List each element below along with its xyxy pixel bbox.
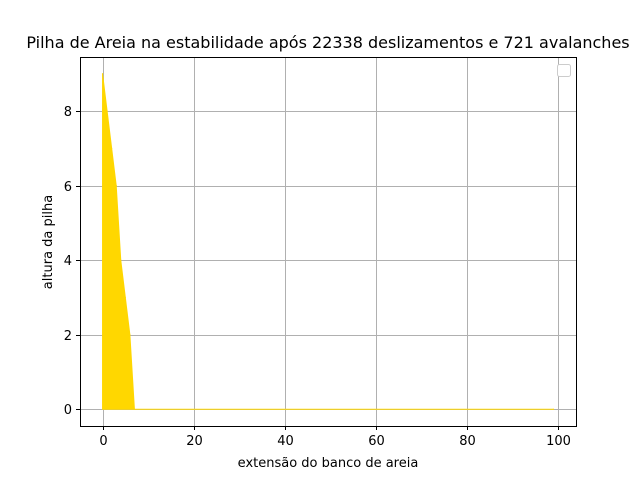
y-tick-label: 2	[64, 329, 72, 344]
x-tick-label: 80	[459, 434, 476, 449]
data-point	[115, 184, 117, 187]
data-point	[106, 110, 108, 112]
data-point	[133, 408, 136, 410]
x-tick-label: 60	[368, 434, 385, 449]
data-point	[101, 73, 104, 75]
x-tick-label: 40	[277, 434, 294, 449]
y-axis-label: altura da pilha	[41, 195, 56, 289]
y-tick-label: 4	[64, 254, 72, 269]
legend-box	[557, 64, 571, 77]
x-tick-label: 20	[186, 434, 203, 449]
y-tick-label: 6	[64, 180, 72, 195]
y-tick-label: 0	[64, 403, 72, 418]
y-tick-label: 8	[64, 105, 72, 120]
plot-area	[101, 73, 555, 410]
x-tick-label: 0	[99, 434, 107, 449]
x-axis-label: extensão do banco de areia	[238, 456, 419, 471]
chart-title: Pilha de Areia na estabilidade após 2233…	[26, 33, 629, 52]
data-point	[552, 408, 555, 410]
data-point	[111, 147, 113, 149]
y-axis: 0 2 4 6 8	[64, 105, 80, 418]
x-tick-label: 100	[546, 434, 571, 449]
x-axis: 0 20 40 60 80 100	[99, 426, 571, 449]
axes-frame	[80, 57, 577, 427]
data-point	[129, 334, 131, 336]
data-point	[124, 296, 126, 299]
data-point	[120, 259, 122, 261]
